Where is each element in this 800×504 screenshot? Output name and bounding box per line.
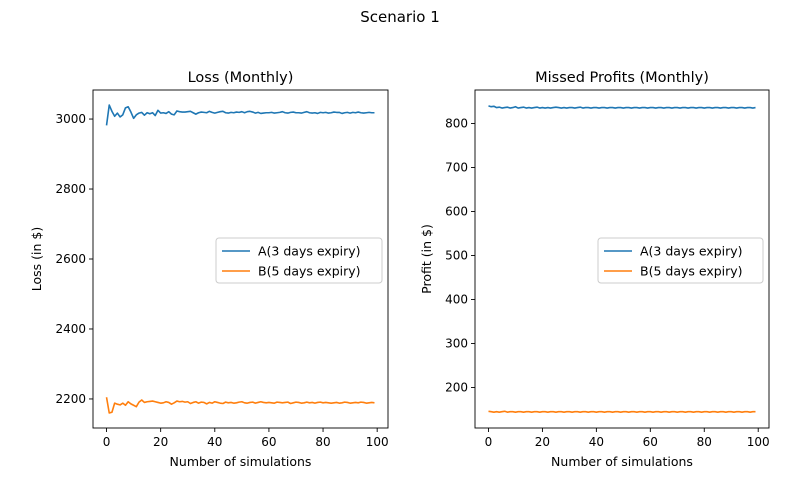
chart-panel-2: Missed Profits (Monthly) 0 20 40 60 80 100 200 3… bbox=[419, 70, 770, 469]
legend-entry-a: A(3 days expiry) bbox=[640, 244, 743, 259]
y-tick-label: 800 bbox=[445, 116, 468, 130]
series-line-a bbox=[488, 105, 756, 109]
y-tick-label: 3000 bbox=[55, 112, 86, 126]
y-tick-label: 600 bbox=[445, 204, 468, 218]
x-tick-label: 60 bbox=[261, 435, 276, 449]
series-line-a bbox=[105, 104, 375, 126]
x-tick-label: 20 bbox=[535, 435, 550, 449]
y-tick-label: 2600 bbox=[55, 252, 86, 266]
plot-frame bbox=[474, 89, 770, 429]
y-axis-label: Profit (in $) bbox=[419, 224, 434, 294]
y-tick-label: 300 bbox=[445, 337, 468, 351]
x-tick-label: 100 bbox=[366, 435, 389, 449]
y-tick-label: 2200 bbox=[55, 392, 86, 406]
y-tick-label: 200 bbox=[445, 381, 468, 395]
legend-entry-a: A(3 days expiry) bbox=[258, 244, 361, 259]
x-tick-label: 100 bbox=[747, 435, 770, 449]
y-tick-label: 2800 bbox=[55, 182, 86, 196]
y-tick-label: 700 bbox=[445, 160, 468, 174]
y-tick-label: 400 bbox=[445, 292, 468, 306]
series-line-b bbox=[488, 410, 756, 413]
legend-entry-b: B(5 days expiry) bbox=[258, 264, 361, 279]
y-tick-label: 500 bbox=[445, 248, 468, 262]
legend-entry-b: B(5 days expiry) bbox=[640, 264, 743, 279]
y-axis-label: Loss (in $) bbox=[29, 227, 44, 291]
x-tick-label: 60 bbox=[643, 435, 658, 449]
x-tick-label: 0 bbox=[485, 435, 493, 449]
legend: A(3 days expiry) B(5 days expiry) bbox=[215, 237, 383, 284]
x-tick-label: 0 bbox=[103, 435, 111, 449]
x-tick-label: 80 bbox=[697, 435, 712, 449]
x-axis-label: Number of simulations bbox=[551, 454, 693, 469]
legend-box bbox=[597, 237, 764, 284]
x-tick-label: 80 bbox=[315, 435, 330, 449]
figure-suptitle: Scenario 1 bbox=[360, 8, 440, 26]
legend-box bbox=[215, 237, 383, 284]
x-tick-label: 40 bbox=[207, 435, 222, 449]
y-tick-label: 2400 bbox=[55, 322, 86, 336]
x-tick-label: 20 bbox=[153, 435, 168, 449]
x-axis-label: Number of simulations bbox=[170, 454, 312, 469]
x-tick-label: 40 bbox=[589, 435, 604, 449]
chart-title: Missed Profits (Monthly) bbox=[535, 70, 709, 86]
chart-panel-1: Loss (Monthly) 0 20 40 60 80 100 2200 2400 2600 28… bbox=[29, 70, 389, 469]
series-line-b bbox=[105, 397, 375, 414]
chart-title: Loss (Monthly) bbox=[188, 70, 294, 86]
legend: A(3 days expiry) B(5 days expiry) bbox=[597, 237, 764, 284]
